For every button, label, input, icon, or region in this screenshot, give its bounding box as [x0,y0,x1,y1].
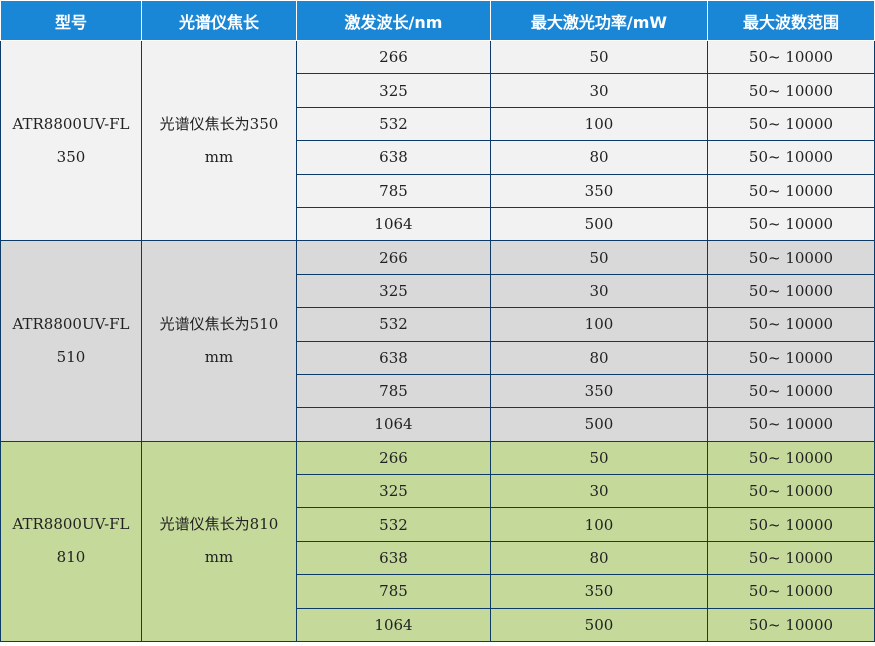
wavelength-cell: 532 [296,307,491,342]
power-cell: 100 [490,507,708,542]
focal-length-unit: mm [204,348,234,367]
power-cell: 500 [490,206,708,242]
table-row: 532 100 50~ 10000 [1,307,875,342]
power-cell: 100 [490,307,708,342]
table-body: ATR8800UV-FL 350 光谱仪焦长为350 mm 266 50 50~ 10000… [0,39,875,643]
model-cell: ATR8800UV-FL 810 [0,440,142,643]
wavelength-cell: 266 [296,240,491,275]
range-cell: 50~ 10000 [707,106,875,142]
table-row: 638 80 50~ 10000 [1,540,875,576]
range-cell: 50~ 10000 [707,273,875,309]
wavelength-cell: 532 [296,106,491,142]
range-cell: 50~ 10000 [707,206,875,242]
header-excitation-wavelength: 激发波长/nm [296,0,491,41]
power-cell: 350 [490,574,708,609]
table-row: 532 100 50~ 10000 [1,106,875,142]
wavelength-cell: 1064 [296,206,491,242]
power-cell: 50 [490,240,708,275]
wavelength-cell: 785 [296,373,491,409]
wavelength-cell: 785 [296,574,491,609]
range-cell: 50~ 10000 [707,307,875,342]
table-row: 785 350 50~ 10000 [1,173,875,208]
wavelength-cell: 638 [296,540,491,576]
power-cell: 30 [490,474,708,509]
power-cell: 80 [490,140,708,175]
wavelength-cell: 325 [296,474,491,509]
wavelength-cell: 638 [296,340,491,375]
focal-length-cell: 光谱仪焦长为350 mm [141,39,297,242]
header-max-laser-power: 最大激光功率/mW [490,0,708,41]
power-cell: 30 [490,273,708,309]
wavelength-cell: 1064 [296,607,491,643]
range-cell: 50~ 10000 [707,340,875,375]
range-cell: 50~ 10000 [707,240,875,275]
header-row: 型号 光谱仪焦长 激发波长/nm 最大激光功率/mW 最大波数范围 [0,0,875,41]
table-row: 1064 500 50~ 10000 [1,607,875,643]
table-row: 785 350 50~ 10000 [1,373,875,409]
focal-length-cell: 光谱仪焦长为510 mm [141,240,297,442]
model-cell: ATR8800UV-FL 350 [0,39,142,242]
wavelength-cell: 266 [296,39,491,75]
wavelength-cell: 325 [296,273,491,309]
power-cell: 100 [490,106,708,142]
model-suffix: 510 [56,348,86,367]
model-suffix: 810 [56,548,86,567]
focal-length-text: 光谱仪焦长为350 [159,114,279,133]
wavelength-cell: 266 [296,440,491,476]
table-row: 638 80 50~ 10000 [1,140,875,175]
table-row: ATR8800UV-FL 810 光谱仪焦长为810 mm 266 50 50~ 10000 [0,440,875,643]
wavelength-cell: 325 [296,73,491,108]
wavelength-cell: 638 [296,140,491,175]
wavelength-cell: 1064 [296,407,491,442]
table-row: 1064 500 50~ 10000 [1,206,875,242]
range-cell: 50~ 10000 [707,407,875,442]
power-cell: 50 [490,440,708,476]
header-max-wavenumber-range: 最大波数范围 [707,0,875,41]
range-cell: 50~ 10000 [707,173,875,208]
range-cell: 50~ 10000 [707,140,875,175]
range-cell: 50~ 10000 [707,507,875,542]
table-row: 785 350 50~ 10000 [1,574,875,609]
model-name: ATR8800UV-FL [12,515,130,534]
power-cell: 50 [490,39,708,75]
power-cell: 500 [490,607,708,643]
range-cell: 50~ 10000 [707,440,875,476]
focal-length-text: 光谱仪焦长为810 [159,515,279,534]
focal-length-text: 光谱仪焦长为510 [159,315,279,334]
wavelength-cell: 532 [296,507,491,542]
power-cell: 350 [490,373,708,409]
focal-length-unit: mm [204,548,234,567]
power-cell: 80 [490,540,708,576]
range-cell: 50~ 10000 [707,474,875,509]
table-row: ATR8800UV-FL 350 光谱仪焦长为350 mm 266 50 50~ 10000 [0,39,875,242]
model-suffix: 350 [56,147,86,166]
range-cell: 50~ 10000 [707,39,875,75]
model-name: ATR8800UV-FL [12,315,130,334]
range-cell: 50~ 10000 [707,73,875,108]
focal-length-unit: mm [204,147,234,166]
table-row: ATR8800UV-FL 510 光谱仪焦长为510 mm 266 50 50~ 10000 [0,240,875,442]
range-cell: 50~ 10000 [707,373,875,409]
table-row: 325 30 50~ 10000 [1,474,875,509]
table-row: 532 100 50~ 10000 [1,507,875,542]
power-cell: 80 [490,340,708,375]
range-cell: 50~ 10000 [707,607,875,643]
range-cell: 50~ 10000 [707,540,875,576]
focal-length-cell: 光谱仪焦长为810 mm [141,440,297,643]
power-cell: 350 [490,173,708,208]
header-model: 型号 [0,0,142,41]
power-cell: 30 [490,73,708,108]
wavelength-cell: 785 [296,173,491,208]
table-row: 638 80 50~ 10000 [1,340,875,375]
power-cell: 500 [490,407,708,442]
header-focal-length: 光谱仪焦长 [141,0,297,41]
range-cell: 50~ 10000 [707,574,875,609]
table-row: 325 30 50~ 10000 [1,73,875,108]
model-name: ATR8800UV-FL [12,114,130,133]
model-cell: ATR8800UV-FL 510 [0,240,142,442]
